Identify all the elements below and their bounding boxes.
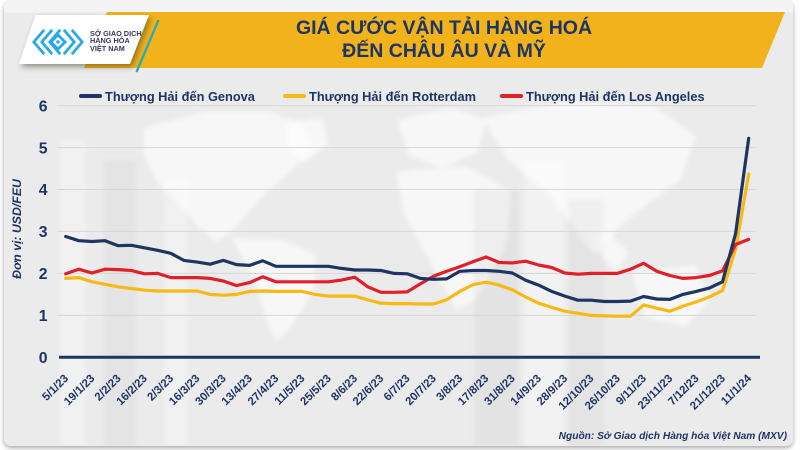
svg-text:0: 0 [39, 350, 48, 367]
svg-text:1: 1 [39, 308, 48, 325]
svg-text:3: 3 [39, 224, 48, 241]
svg-text:11/1/24: 11/1/24 [719, 372, 754, 407]
svg-text:5: 5 [39, 140, 48, 157]
svg-text:6: 6 [39, 98, 48, 115]
svg-text:2: 2 [39, 266, 48, 283]
svg-text:4: 4 [39, 182, 48, 199]
